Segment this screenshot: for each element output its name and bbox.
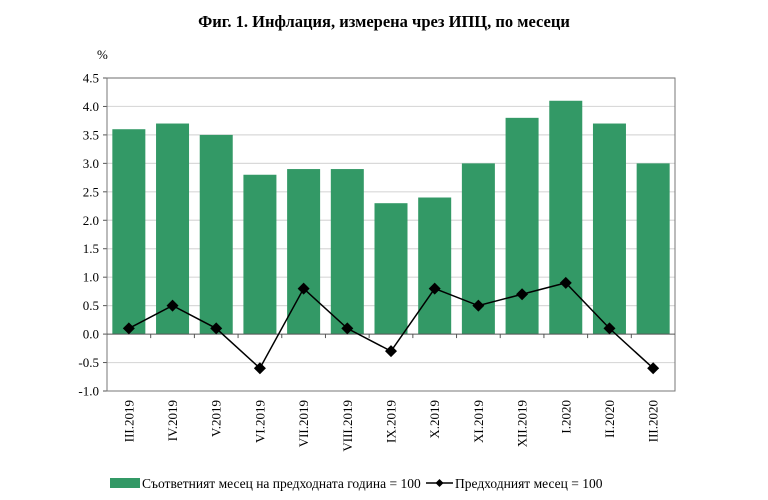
line-point-diamond	[472, 299, 485, 312]
line-point-diamond	[603, 322, 616, 335]
bar	[636, 163, 670, 335]
x-tick-label: V.2019	[209, 400, 224, 437]
y-tick-label: 2.0	[83, 213, 99, 228]
y-tick-label: 0.5	[83, 298, 99, 313]
y-axis-unit-label: %	[97, 47, 108, 62]
line-series	[122, 276, 660, 375]
line-point-diamond	[385, 345, 397, 358]
y-tick-label: -1.0	[78, 384, 99, 399]
x-tick-label: XI.2019	[471, 400, 486, 443]
legend-label-bars: Съответният месец на предходната година …	[142, 476, 421, 491]
legend: Съответният месец на предходната година …	[110, 476, 603, 491]
axes	[106, 77, 676, 392]
x-tick-label: X.2019	[427, 400, 442, 439]
line-point-diamond	[428, 282, 441, 295]
y-tick-label: 2.5	[83, 184, 99, 199]
line-point-diamond	[166, 299, 179, 312]
line-point-diamond	[516, 288, 529, 301]
plot-area-border	[106, 77, 676, 392]
bar-series	[112, 100, 670, 335]
bar	[592, 123, 626, 335]
y-tick-label: 4.5	[83, 71, 99, 86]
x-tick-label: VIII.2019	[340, 400, 355, 452]
line-point-diamond	[647, 362, 660, 375]
line-point-diamond	[341, 322, 354, 335]
legend-marker-diamond-icon	[435, 479, 444, 487]
y-tick-label: 1.0	[83, 270, 99, 285]
y-tick-label: -0.5	[78, 355, 99, 370]
x-tick-label: III.2019	[121, 400, 136, 442]
bar	[505, 117, 539, 335]
y-tick-label: 3.5	[83, 127, 99, 142]
bar	[287, 169, 321, 335]
bar	[112, 129, 146, 335]
bar	[418, 197, 452, 335]
x-tick-label: III.2020	[646, 400, 661, 442]
legend-swatch-bars	[110, 478, 140, 488]
line-point-diamond	[253, 362, 266, 375]
x-tick-label: IV.2019	[165, 400, 180, 441]
x-tick-label: II.2020	[602, 400, 617, 438]
bar	[374, 203, 408, 335]
bar	[330, 169, 364, 335]
bar	[156, 123, 190, 335]
line-point-diamond	[210, 322, 223, 335]
x-tick-labels: III.2019 IV.2019 V.2019 VI.2019 VII.2019 VIII…	[121, 400, 660, 452]
bar	[199, 134, 233, 335]
legend-label-line: Предходният месец = 100	[455, 476, 603, 491]
x-tick-label: IX.2019	[384, 400, 399, 443]
x-tick-label: VI.2019	[252, 400, 267, 443]
bar	[549, 100, 583, 335]
x-tick-label: VII.2019	[296, 400, 311, 447]
line-point-diamond	[559, 276, 572, 289]
y-tick-label: 3.0	[83, 156, 99, 171]
x-tick-label: XII.2019	[515, 400, 530, 447]
line-point-diamond	[122, 322, 135, 335]
y-tick-label: 4.0	[83, 99, 99, 114]
line-point-diamond	[297, 282, 310, 295]
chart-title: Фиг. 1. Инфлация, измерена чрез ИПЦ, по …	[198, 12, 570, 31]
y-tick-label: 0.0	[83, 327, 99, 342]
y-tick-label: 1.5	[83, 241, 99, 256]
bar	[243, 174, 277, 335]
x-tick-label: I.2020	[558, 400, 573, 434]
y-tick-labels: 4.5 4.0 3.5 3.0 2.5 2.0 1.5 1.0 0.5 0.0 -0.5 -1.0	[78, 71, 99, 399]
